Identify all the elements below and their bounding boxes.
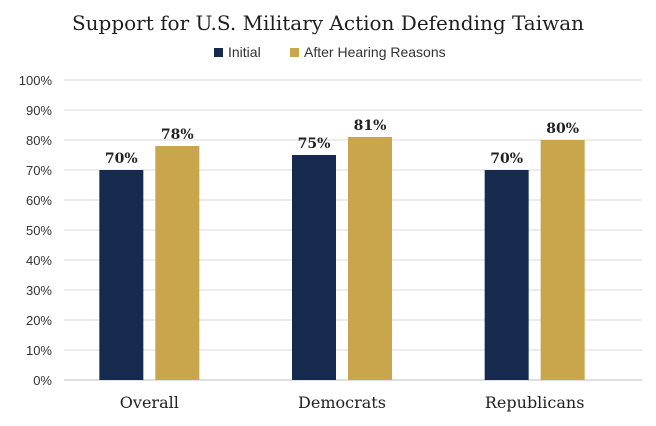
legend: Initial After Hearing Reasons	[214, 44, 446, 60]
bar-initial	[484, 170, 529, 380]
data-labels: 70% 78% 75% 81% 70% 80%	[105, 118, 579, 167]
y-tick-label: 10%	[26, 343, 52, 358]
x-axis-categories: Overall Democrats Republicans	[120, 393, 585, 412]
y-axis-ticks: 0% 10% 20% 30% 40% 50% 60% 70% 80% 90% 100%	[19, 73, 53, 388]
y-tick-label: 40%	[26, 253, 52, 268]
y-tick-label: 70%	[26, 163, 52, 178]
legend-label-initial: Initial	[228, 44, 261, 60]
data-label: 81%	[354, 118, 387, 134]
data-label: 70%	[105, 151, 138, 167]
y-tick-label: 30%	[26, 283, 52, 298]
x-category-label: Democrats	[298, 393, 386, 412]
bar-after-hearing-reasons	[540, 140, 585, 380]
y-tick-label: 90%	[26, 103, 52, 118]
y-tick-label: 50%	[26, 223, 52, 238]
y-tick-label: 100%	[19, 73, 53, 88]
legend-label-after-hearing-reasons: After Hearing Reasons	[304, 44, 446, 60]
bar-initial	[292, 155, 336, 380]
data-label: 75%	[298, 136, 331, 152]
y-tick-label: 0%	[33, 373, 52, 388]
x-category-label: Overall	[120, 393, 179, 412]
data-label: 78%	[161, 127, 194, 143]
x-category-label: Republicans	[485, 393, 585, 412]
y-tick-label: 60%	[26, 193, 52, 208]
legend-swatch-initial	[214, 48, 223, 57]
y-tick-label: 20%	[26, 313, 52, 328]
data-label: 80%	[546, 121, 579, 137]
bars	[99, 137, 585, 380]
chart-title: Support for U.S. Military Action Defendi…	[72, 11, 584, 35]
data-label: 70%	[490, 151, 523, 167]
legend-swatch-after-hearing-reasons	[290, 48, 299, 57]
bar-initial	[99, 170, 144, 380]
bar-after-hearing-reasons	[348, 137, 392, 380]
bar-after-hearing-reasons	[155, 146, 200, 380]
y-tick-label: 80%	[26, 133, 52, 148]
